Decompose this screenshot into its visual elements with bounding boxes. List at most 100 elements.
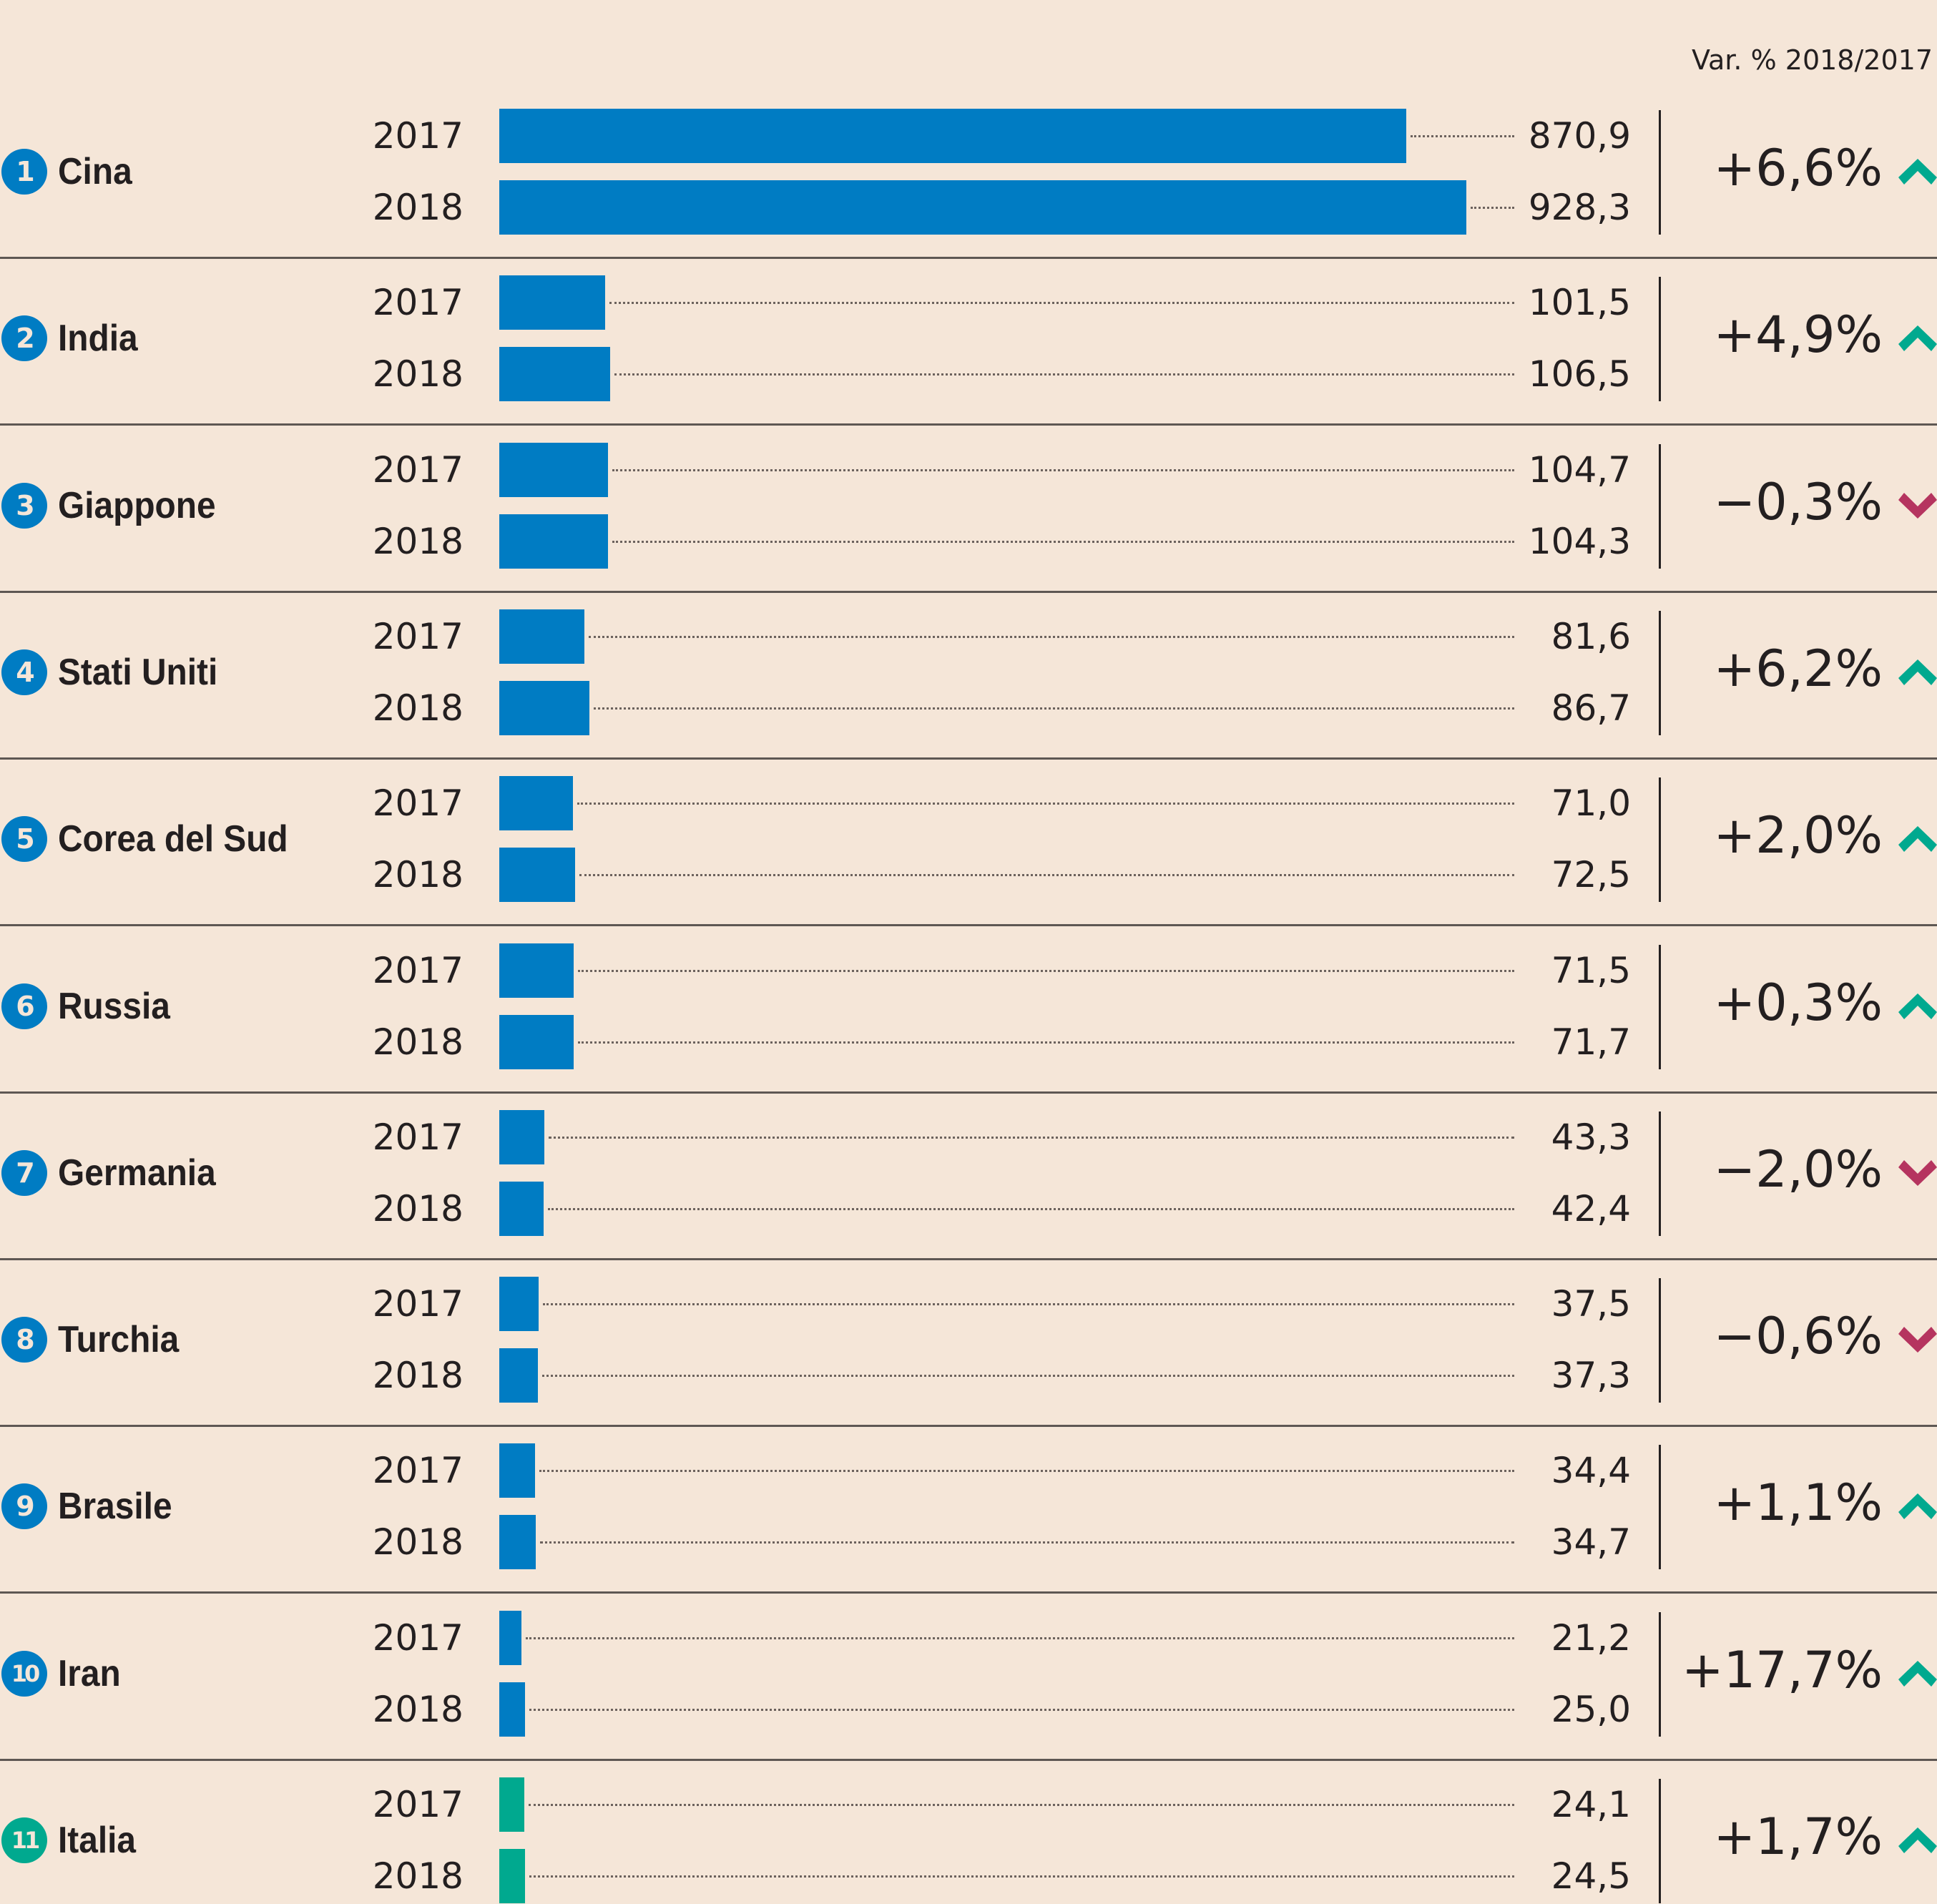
column-divider — [1659, 443, 1661, 569]
change-percent: +1,1% — [1713, 1473, 1883, 1533]
bar-2018 — [499, 180, 1466, 235]
arrow-up-icon — [1898, 658, 1937, 687]
row-separator — [0, 590, 1937, 593]
dotted-leader — [1471, 207, 1514, 209]
dotted-leader — [529, 1708, 1514, 1711]
rank-badge: 11 — [1, 1817, 47, 1863]
bar-2017 — [499, 1610, 521, 1665]
row-separator — [0, 1425, 1937, 1428]
year-label: 2018 — [372, 854, 464, 896]
bar-2017 — [499, 442, 609, 497]
rank-badge: 9 — [1, 1483, 47, 1530]
column-divider — [1659, 1111, 1661, 1236]
value-label: 37,3 — [1551, 1355, 1631, 1397]
row-separator — [0, 257, 1937, 259]
change-column-header: Var. % 2018/2017 — [1691, 44, 1933, 76]
dotted-leader — [529, 1804, 1514, 1806]
change-percent: −2,0% — [1713, 1139, 1883, 1199]
bar-2017 — [499, 609, 584, 664]
dotted-leader — [539, 1541, 1514, 1544]
column-divider — [1659, 110, 1661, 235]
dotted-leader — [614, 373, 1514, 376]
country-label: Italia — [58, 1820, 137, 1861]
dotted-leader — [549, 1136, 1514, 1139]
value-label: 34,7 — [1551, 1521, 1631, 1564]
column-divider — [1659, 610, 1661, 735]
dotted-leader — [542, 1303, 1514, 1306]
value-label: 25,0 — [1551, 1688, 1631, 1730]
year-label: 2018 — [372, 1521, 464, 1564]
change-percent: +2,0% — [1713, 806, 1883, 865]
value-label: 104,3 — [1528, 520, 1631, 562]
dotted-leader — [542, 1375, 1514, 1378]
bar-2018 — [499, 1849, 525, 1903]
rank-badge: 5 — [1, 816, 47, 863]
rank-badge: 1 — [1, 149, 47, 195]
arrow-up-icon — [1898, 1826, 1937, 1855]
value-label: 34,4 — [1551, 1450, 1631, 1492]
bar-2017 — [499, 1443, 536, 1498]
year-label: 2017 — [372, 782, 464, 825]
column-divider — [1659, 1278, 1661, 1403]
arrow-down-icon — [1898, 1325, 1937, 1354]
rank-badge: 6 — [1, 983, 47, 1029]
value-label: 24,1 — [1551, 1784, 1631, 1825]
row-separator — [0, 423, 1937, 426]
dotted-leader — [588, 635, 1514, 638]
value-label: 71,7 — [1551, 1021, 1631, 1063]
row-separator — [0, 1591, 1937, 1594]
year-label: 2017 — [372, 282, 464, 324]
year-label: 2017 — [372, 1616, 464, 1659]
bar-2018 — [499, 680, 590, 735]
arrow-down-icon — [1898, 1159, 1937, 1187]
column-divider — [1659, 1445, 1661, 1570]
year-label: 2017 — [372, 448, 464, 491]
bar-2018 — [499, 1515, 536, 1570]
row-separator — [0, 757, 1937, 760]
year-label: 2017 — [372, 1116, 464, 1158]
arrow-up-icon — [1898, 825, 1937, 853]
year-label: 2018 — [372, 1688, 464, 1730]
dotted-leader — [577, 803, 1514, 805]
dotted-leader — [529, 1875, 1514, 1878]
year-label: 2017 — [372, 1784, 464, 1825]
year-label: 2018 — [372, 1021, 464, 1063]
country-label: Turchia — [58, 1319, 180, 1361]
country-label: Brasile — [58, 1486, 172, 1528]
column-divider — [1659, 944, 1661, 1069]
change-percent: +0,3% — [1713, 973, 1883, 1032]
bar-2017 — [499, 943, 574, 998]
year-label: 2018 — [372, 1187, 464, 1230]
value-label: 71,0 — [1551, 782, 1631, 825]
dotted-leader — [539, 1470, 1514, 1473]
dotted-leader — [594, 707, 1514, 710]
dotted-leader — [612, 468, 1514, 471]
rank-badge: 2 — [1, 315, 47, 362]
column-divider — [1659, 1611, 1661, 1737]
value-label: 104,7 — [1528, 448, 1631, 491]
value-label: 21,2 — [1551, 1616, 1631, 1659]
bar-2017 — [499, 776, 574, 831]
value-label: 106,5 — [1528, 353, 1631, 396]
arrow-down-icon — [1898, 491, 1937, 520]
country-label: Giappone — [58, 484, 216, 526]
value-label: 870,9 — [1528, 115, 1631, 157]
year-label: 2018 — [372, 1355, 464, 1397]
year-label: 2017 — [372, 949, 464, 991]
value-label: 71,5 — [1551, 949, 1631, 991]
bar-2017 — [499, 1777, 525, 1832]
row-separator — [0, 1257, 1937, 1260]
change-percent: +6,2% — [1713, 639, 1883, 698]
country-label: India — [58, 318, 138, 360]
arrow-up-icon — [1898, 1492, 1937, 1521]
bar-2018 — [499, 347, 611, 402]
change-percent: −0,6% — [1713, 1307, 1883, 1366]
change-percent: −0,3% — [1713, 472, 1883, 531]
year-label: 2018 — [372, 520, 464, 562]
value-label: 72,5 — [1551, 854, 1631, 896]
row-separator — [0, 1758, 1937, 1761]
year-label: 2018 — [372, 687, 464, 729]
year-label: 2017 — [372, 615, 464, 657]
dotted-leader — [547, 1207, 1514, 1210]
